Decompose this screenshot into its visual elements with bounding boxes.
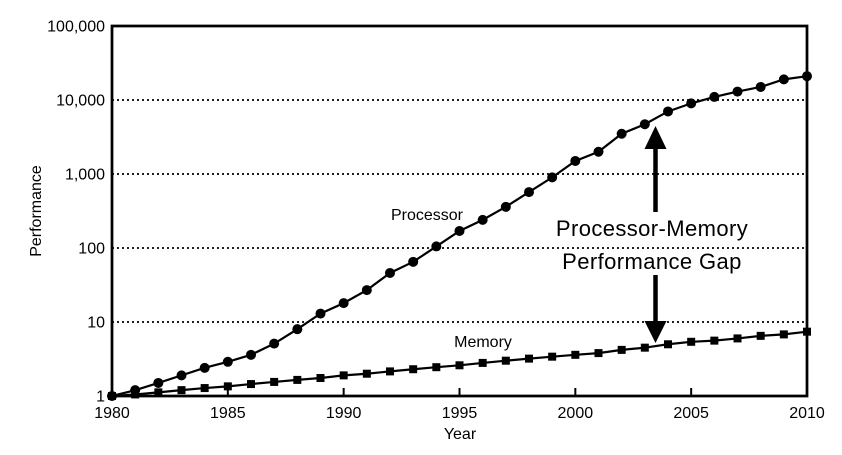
processor-marker-1982 [153, 377, 164, 388]
memory-marker-2003 [640, 343, 649, 352]
memory-marker-1986 [247, 380, 255, 389]
processor-marker-2003 [639, 119, 650, 130]
gap-arrow-up [644, 126, 667, 212]
processor-marker-1991 [361, 285, 372, 296]
memory-marker-2006 [710, 336, 719, 345]
memory-marker-1990 [339, 371, 348, 380]
processor-marker-2000 [570, 155, 581, 166]
processor-marker-1990 [338, 298, 349, 309]
x-tick-label-2010: 2010 [789, 405, 825, 422]
memory-marker-2005 [687, 337, 696, 346]
memory-marker-1999 [548, 352, 557, 361]
memory-marker-2007 [733, 334, 742, 343]
memory-marker-2004 [664, 340, 672, 349]
y-tick-label-100: 100 [78, 241, 105, 258]
processor-marker-1997 [500, 201, 511, 212]
processor-marker-2004 [663, 106, 673, 117]
gap-arrow-up-head [644, 126, 667, 149]
processor-marker-1993 [408, 256, 419, 267]
processor-marker-1994 [431, 241, 442, 252]
memory-marker-1983 [177, 386, 186, 395]
processor-marker-2010 [802, 71, 812, 82]
memory-marker-1991 [362, 369, 371, 378]
processor-marker-1995 [454, 225, 465, 236]
processor-marker-1983 [176, 370, 187, 381]
y-tick-label-10000: 10,000 [56, 93, 105, 110]
annotation-line-2: Performance Gap [562, 249, 742, 274]
memory-marker-1996 [478, 358, 487, 367]
processor-series-label: Processor [391, 207, 464, 224]
processor-marker-1996 [477, 214, 488, 225]
y-axis-title: Performance [28, 165, 45, 257]
plot-area: 1980 1985 1990 1995 2000 2005 2010 1 10 100 1,000 1… [47, 19, 825, 423]
processor-marker-2006 [709, 91, 720, 102]
processor-marker-1998 [524, 187, 534, 198]
memory-marker-1992 [386, 367, 394, 376]
x-tick-label-1980: 1980 [94, 405, 130, 422]
memory-marker-1980 [108, 392, 116, 400]
processor-marker-1984 [199, 362, 210, 373]
memory-marker-1997 [501, 356, 510, 365]
memory-marker-2001 [594, 349, 603, 358]
memory-marker-1993 [409, 365, 418, 374]
processor-marker-2002 [616, 128, 627, 139]
processor-marker-2007 [732, 86, 743, 97]
processor-marker-2005 [686, 98, 697, 109]
memory-marker-1998 [525, 354, 533, 363]
memory-marker-1982 [154, 388, 163, 397]
memory-marker-2010 [803, 327, 811, 336]
memory-marker-1987 [270, 377, 279, 386]
memory-marker-1995 [455, 361, 464, 370]
gap-arrow-down [644, 275, 667, 343]
memory-marker-1994 [432, 363, 441, 372]
processor-marker-1985 [222, 356, 233, 367]
y-tick-label-100000: 100,000 [47, 19, 105, 36]
x-tick-label-1985: 1985 [210, 405, 246, 422]
memory-marker-2000 [571, 350, 580, 359]
processor-marker-1992 [385, 267, 395, 278]
memory-marker-1988 [293, 375, 302, 384]
processor-marker-1987 [269, 338, 280, 349]
memory-marker-2002 [617, 345, 626, 354]
y-tick-label-10: 10 [87, 315, 105, 332]
memory-marker-2008 [756, 331, 765, 340]
x-tick-label-1995: 1995 [442, 405, 478, 422]
y-tick-label-1: 1 [96, 389, 105, 406]
memory-marker-1984 [200, 384, 209, 393]
processor-marker-1999 [547, 172, 558, 183]
memory-marker-2009 [779, 330, 788, 339]
annotation-line-1: Processor-Memory [556, 216, 748, 241]
gap-arrow-down-head [644, 321, 667, 343]
y-tick-label-1000: 1,000 [65, 167, 105, 184]
x-tick-label-1990: 1990 [326, 405, 362, 422]
processor-marker-1989 [315, 308, 326, 319]
processor-marker-1986 [246, 349, 256, 360]
processor-marker-1988 [292, 324, 303, 335]
processor-marker-2001 [593, 146, 604, 157]
x-axis-title: Year [444, 426, 477, 443]
x-tick-label-2000: 2000 [558, 405, 594, 422]
memory-marker-1981 [131, 390, 140, 399]
memory-series-label: Memory [454, 334, 512, 351]
memory-marker-1985 [223, 382, 232, 391]
processor-marker-2008 [755, 81, 766, 92]
memory-marker-1989 [316, 374, 325, 383]
x-tick-label-2005: 2005 [673, 405, 709, 422]
processor-marker-2009 [778, 74, 789, 85]
